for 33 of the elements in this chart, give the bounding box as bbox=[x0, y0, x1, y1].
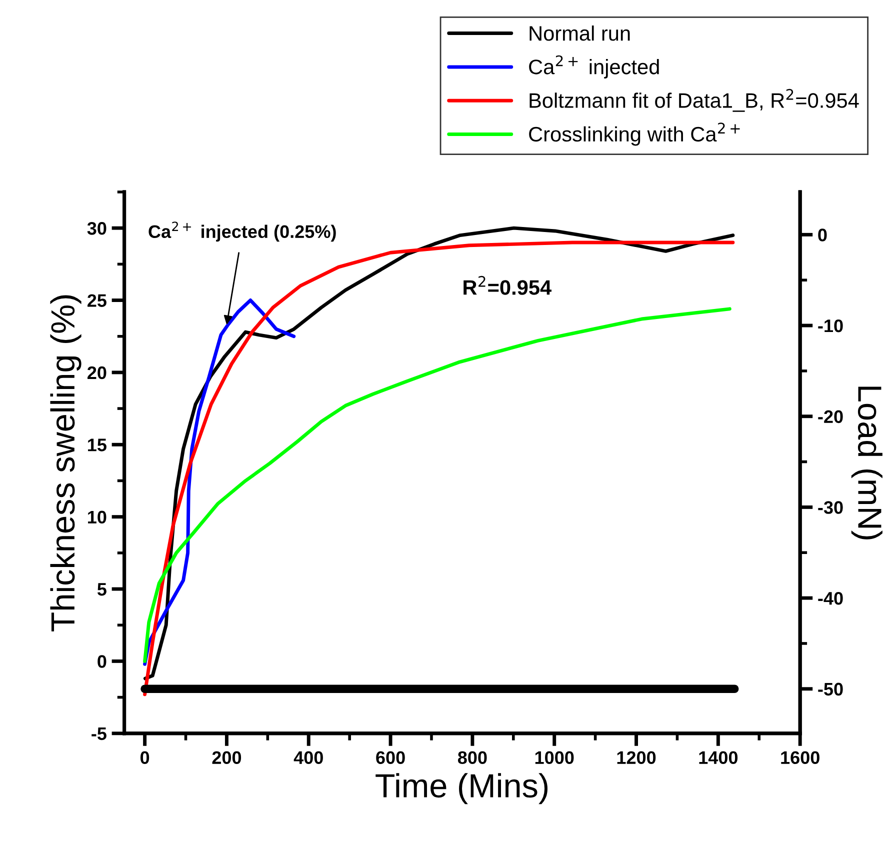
x-tick-label: 200 bbox=[212, 751, 242, 764]
x-tick-label: 0 bbox=[140, 751, 150, 764]
x-tick-label: 1000 bbox=[535, 751, 574, 764]
y2-tick-label: -30 bbox=[818, 501, 843, 514]
y-tick-label: 25 bbox=[88, 294, 106, 307]
x-tick-label: 1600 bbox=[781, 751, 820, 764]
legend-label: Normal run bbox=[530, 25, 630, 41]
y-tick-label: 30 bbox=[87, 222, 106, 235]
x-tick-label: 1200 bbox=[617, 751, 656, 764]
y-tick-label: 15 bbox=[88, 438, 106, 452]
y-tick-label: 0 bbox=[98, 655, 106, 668]
x-tick-label: 400 bbox=[294, 751, 323, 764]
y2-tick-label: -40 bbox=[818, 592, 843, 605]
legend-label: Ca$^{2+}$ injected bbox=[529, 55, 659, 78]
annotation: Ca$^{2+}$ injected (0.25%) bbox=[148, 222, 336, 242]
legend-label: Crosslinking with Ca$^{2+}$ bbox=[529, 122, 740, 146]
y-tick-label: 10 bbox=[88, 510, 106, 524]
annotation: R$^{2}$=0.954 bbox=[464, 276, 552, 295]
line-series bbox=[143, 307, 732, 663]
y-tick-label: -5 bbox=[92, 728, 106, 740]
y-axis-title: Thickness swelling (%) bbox=[50, 295, 82, 632]
y2-tick-label: -10 bbox=[818, 319, 843, 332]
x-tick-label: 600 bbox=[376, 751, 405, 764]
x-tick-label: 1400 bbox=[699, 751, 738, 764]
y-tick-label: 5 bbox=[97, 583, 106, 596]
y2-tick-label: 0 bbox=[818, 228, 827, 242]
y2-axis-title: Load (mN) bbox=[851, 386, 882, 540]
y2-tick-label: -20 bbox=[818, 410, 843, 424]
x-tick-label: 800 bbox=[458, 751, 487, 764]
x-axis-title: Time (Mins) bbox=[376, 773, 548, 804]
y-tick-label: 20 bbox=[88, 366, 106, 380]
y2-tick-label: -50 bbox=[818, 682, 843, 696]
legend-label: Boltzmann fit of Data1_B, R$^{2}$=0.954 bbox=[530, 88, 859, 112]
